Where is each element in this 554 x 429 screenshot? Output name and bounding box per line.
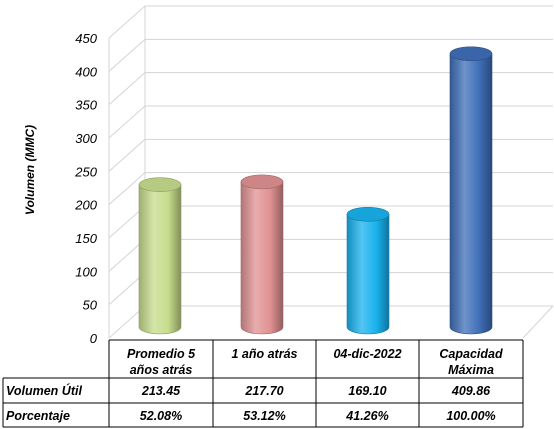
x-tick-label: Promedio 5 años atrás [127,347,196,377]
data-label: 100.00% [446,409,495,423]
x-tick-label: Capacidad Máxima [439,347,503,377]
bars [138,46,493,335]
data-label: 217.70 [244,384,283,398]
y-tick-label: 250 [74,164,97,179]
y-tick-label: 350 [75,98,97,113]
y-tick-label: 450 [75,31,97,46]
y-tick-label: 0 [90,331,98,346]
x-tick-label: 04-dic-2022 [333,347,401,361]
grid-line [108,105,553,139]
bar [138,177,182,335]
grid-line [108,5,553,39]
grid-line [108,72,553,106]
y-tick-label: 300 [75,131,97,146]
grid-line [108,138,553,172]
table-row-label: Volumen Útil [6,383,82,398]
data-label: 52.08% [140,409,182,423]
y-axis-ticks: 0 50 100 150 200 250 300 350 400 450 [74,31,97,346]
data-label: 409.86 [451,384,491,398]
grid-line [108,38,553,72]
bar [449,46,493,335]
x-tick-label: 1 año atrás [231,347,297,361]
data-label: 213.45 [141,384,181,398]
grid-line [108,172,553,206]
y-tick-label: 50 [83,298,98,313]
y-tick-label: 150 [75,231,97,246]
data-label: 41.26% [345,409,388,423]
data-table: Promedio 5 años atrás 1 año atrás 04-dic-20… [2,339,524,428]
y-tick-label: 200 [74,198,97,213]
y-tick-label: 100 [75,264,97,279]
table-row-label: Porcentaje [6,409,70,423]
data-label: 169.10 [348,384,386,398]
y-tick-label: 400 [75,64,97,79]
bar [240,174,284,335]
bar [346,206,390,335]
y-axis-label: Volumen (MMC) [23,125,37,215]
data-label: 53.12% [243,409,285,423]
